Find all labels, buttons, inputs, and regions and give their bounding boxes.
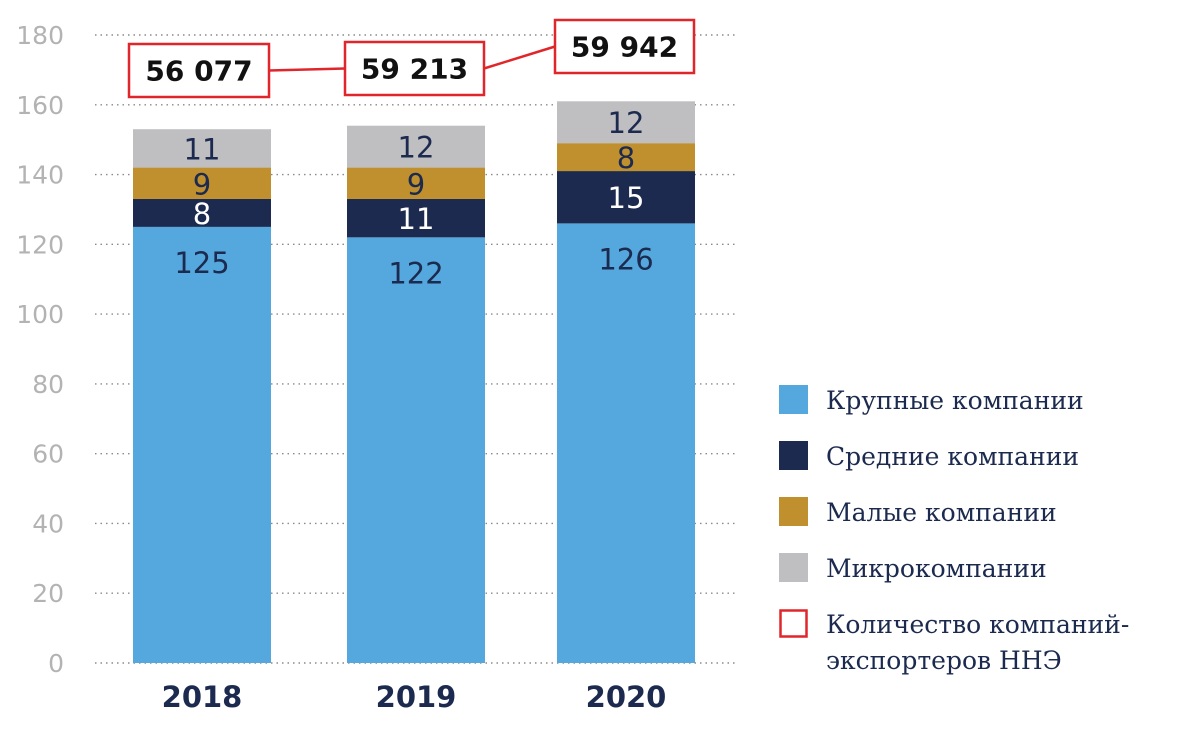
legend-swatch <box>779 385 808 414</box>
y-tick-label: 120 <box>16 230 64 259</box>
y-tick-label: 140 <box>16 161 64 190</box>
total-value-label: 59 213 <box>361 53 468 86</box>
totals-connector <box>483 45 556 70</box>
segment-value-label: 11 <box>398 202 435 236</box>
y-tick-label: 180 <box>16 21 64 50</box>
segment-value-label: 9 <box>407 167 425 201</box>
legend-swatch <box>779 553 808 582</box>
bar-segment <box>557 143 695 172</box>
segment-value-label: 12 <box>398 131 435 165</box>
y-tick-label: 60 <box>32 440 64 469</box>
bar-segment <box>347 237 485 663</box>
bar-segment <box>347 198 485 238</box>
y-tick-label: 80 <box>32 370 64 399</box>
bar-segment <box>557 171 695 224</box>
category-label: 2020 <box>586 680 667 714</box>
legend-label: экспортеров ННЭ <box>826 646 1062 675</box>
legend-label: Средние компании <box>826 442 1079 471</box>
bar-segment <box>133 129 271 168</box>
bar-segment <box>557 223 695 663</box>
bar-segment <box>347 125 485 168</box>
bar-segment <box>133 198 271 227</box>
legend-label: Количество компаний- <box>826 610 1129 639</box>
y-tick-label: 100 <box>16 300 64 329</box>
category-label: 2018 <box>162 680 243 714</box>
segment-value-label: 9 <box>193 167 211 201</box>
bar-segment <box>557 101 695 144</box>
y-tick-label: 0 <box>48 649 64 678</box>
segment-value-label: 8 <box>193 197 211 231</box>
totals-connector <box>268 67 346 72</box>
category-label: 2019 <box>376 680 457 714</box>
legend-label: Микрокомпании <box>826 554 1047 583</box>
segment-value-label: 8 <box>617 141 635 175</box>
segment-value-label: 11 <box>184 132 221 166</box>
totals-callouts: 56 077 59 213 59 942 <box>127 18 696 99</box>
total-box <box>127 42 271 99</box>
bar-segment <box>347 167 485 199</box>
bar-segment <box>133 167 271 199</box>
segment-value-label: 125 <box>174 246 229 280</box>
segment-value-label: 12 <box>608 106 645 140</box>
segment-value-label: 15 <box>608 181 645 215</box>
y-tick-label: 20 <box>32 579 64 608</box>
x-axis-categories: 2018 2019 2020 <box>162 680 667 714</box>
legend-label: Малые компании <box>826 498 1057 527</box>
total-value-label: 59 942 <box>571 31 678 64</box>
total-box <box>553 18 696 75</box>
y-axis-ticks: 0 20 40 60 80 100 120 140 160 180 <box>16 21 64 678</box>
legend-swatch-outline <box>779 609 808 638</box>
total-value-label: 56 077 <box>145 55 252 88</box>
y-tick-label: 40 <box>32 509 64 538</box>
legend-swatch <box>779 497 808 526</box>
y-tick-label: 160 <box>16 91 64 120</box>
total-box <box>343 40 486 97</box>
legend: Крупные компании Средние компании Малые ко… <box>779 385 1129 675</box>
legend-label: Крупные компании <box>826 386 1084 415</box>
legend-swatch <box>779 441 808 470</box>
segment-value-label: 122 <box>388 256 443 290</box>
segment-value-label: 126 <box>598 242 653 276</box>
bar-segment <box>133 226 271 663</box>
